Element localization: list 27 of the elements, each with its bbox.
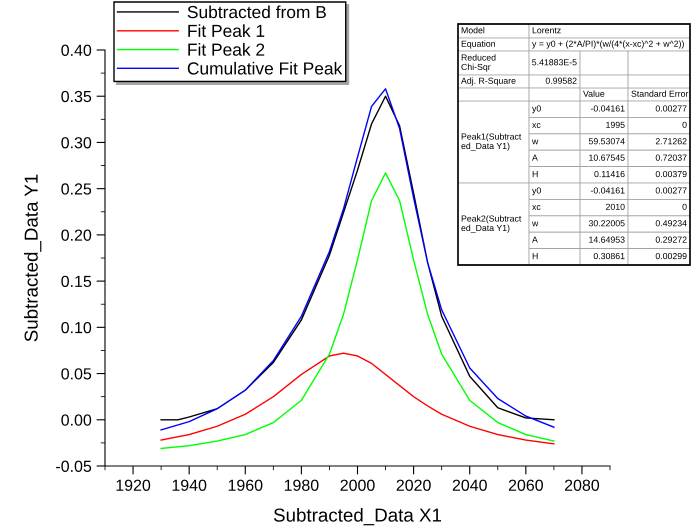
- x-tick-label: 1960: [228, 480, 262, 491]
- line-series: [160, 352, 555, 445]
- x-tick-label: 1940: [172, 480, 206, 491]
- x-tick-label: 1920: [116, 480, 150, 491]
- x-tick-label: 1980: [284, 480, 319, 491]
- x-tick-label: 2040: [452, 480, 487, 491]
- y-tick-label: -0.05: [56, 460, 92, 472]
- x-tick-label: 2060: [508, 480, 543, 491]
- y-tick-label: 0.20: [61, 230, 92, 241]
- y-tick-label: 0.05: [61, 368, 92, 380]
- y-tick-label: 0.30: [61, 137, 92, 148]
- y-tick-label: 0.25: [61, 183, 92, 195]
- legend-label: Cumulative Fit Peak: [188, 62, 342, 75]
- y-tick-label: 0.10: [61, 322, 92, 334]
- y-axis-title: Subtracted_Data Y1: [24, 174, 42, 342]
- x-tick-label: 2020: [396, 480, 431, 491]
- legend-label: Fit Peak 2: [188, 43, 264, 56]
- y-tick-label: 0.00: [61, 414, 92, 426]
- legend-label: Subtracted from B: [188, 5, 326, 18]
- x-tick-label: 2080: [564, 480, 600, 491]
- legend-label: Fit Peak 1: [188, 24, 264, 38]
- line-series: [160, 172, 555, 450]
- y-tick-label: 0.15: [61, 276, 92, 288]
- y-tick-label: 0.40: [61, 44, 92, 56]
- y-tick-label: 0.35: [61, 90, 92, 102]
- x-axis-title: Subtracted_Data X1: [274, 508, 442, 526]
- x-tick-label: 2000: [340, 480, 375, 491]
